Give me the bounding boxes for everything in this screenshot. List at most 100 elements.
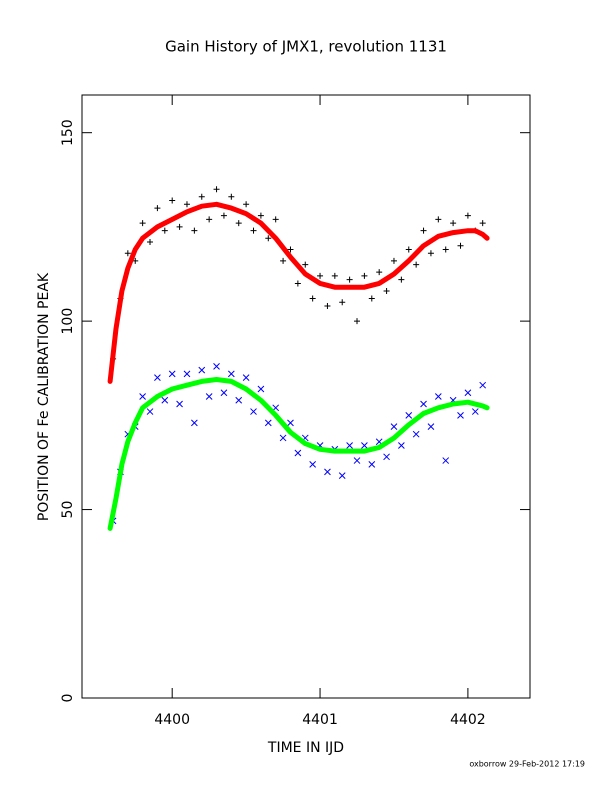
data-point xyxy=(442,246,449,253)
data-point xyxy=(294,449,302,457)
y-axis-label: POSITION OF Fe CALIBRATION PEAK xyxy=(36,272,52,521)
data-point xyxy=(265,235,272,242)
data-point xyxy=(183,201,190,208)
data-point xyxy=(412,430,420,438)
data-point xyxy=(361,442,368,449)
data-point xyxy=(383,453,390,461)
data-point xyxy=(235,396,243,404)
x-tick-label: 4401 xyxy=(302,712,338,728)
data-point xyxy=(457,242,464,249)
fit-line xyxy=(107,201,490,384)
y-tick-label: 50 xyxy=(60,501,76,519)
data-point xyxy=(346,442,353,449)
data-point xyxy=(228,193,235,200)
data-point xyxy=(331,272,338,279)
data-point xyxy=(161,396,169,404)
data-point xyxy=(317,272,324,279)
x-tick-label: 4400 xyxy=(154,712,190,728)
data-point xyxy=(302,261,309,268)
data-point xyxy=(213,186,220,193)
data-point xyxy=(250,227,257,234)
data-point xyxy=(427,423,435,431)
data-point xyxy=(206,216,213,223)
data-point xyxy=(154,374,161,382)
data-point xyxy=(168,370,176,378)
data-point xyxy=(250,408,257,415)
plot-frame xyxy=(81,94,531,699)
x-tick-label: 4402 xyxy=(450,712,486,728)
data-point xyxy=(264,419,272,427)
data-point xyxy=(235,220,242,227)
data-point xyxy=(405,411,413,419)
data-point xyxy=(390,423,398,431)
data-point xyxy=(413,261,420,268)
data-point xyxy=(287,419,294,427)
data-point xyxy=(280,257,287,264)
data-point xyxy=(183,370,191,378)
data-point xyxy=(464,389,472,397)
data-point xyxy=(338,472,346,479)
data-point xyxy=(420,400,427,408)
data-point xyxy=(324,303,331,310)
data-point xyxy=(191,227,198,234)
data-point xyxy=(242,374,250,382)
data-point xyxy=(309,295,316,302)
data-point xyxy=(376,269,383,276)
data-point xyxy=(398,276,405,283)
data-point xyxy=(191,419,198,427)
data-point xyxy=(457,411,464,419)
x-axis-label: TIME IN IJD xyxy=(267,740,344,756)
data-point xyxy=(479,220,486,227)
chart-title: Gain History of JMX1, revolution 1131 xyxy=(165,38,447,56)
data-point xyxy=(154,205,161,212)
data-point xyxy=(309,460,317,468)
y-tick-label: 0 xyxy=(60,694,76,703)
data-point xyxy=(368,295,375,302)
data-point xyxy=(176,223,183,230)
data-point xyxy=(390,257,397,264)
data-point xyxy=(435,216,442,223)
data-point xyxy=(198,193,205,200)
data-point xyxy=(405,246,412,253)
data-point xyxy=(257,385,265,393)
fit-line xyxy=(107,377,490,531)
data-point xyxy=(361,272,368,279)
data-point xyxy=(139,220,146,227)
data-point xyxy=(450,220,457,227)
data-point xyxy=(243,201,250,208)
data-point xyxy=(294,280,301,287)
data-point xyxy=(353,457,361,464)
data-point xyxy=(169,197,176,204)
data-point xyxy=(420,227,427,234)
data-point xyxy=(213,362,220,370)
data-point xyxy=(227,370,235,378)
data-point xyxy=(161,227,168,234)
data-point xyxy=(434,393,442,400)
y-tick-label: 100 xyxy=(60,308,76,335)
data-point xyxy=(205,393,213,400)
data-point xyxy=(324,468,331,476)
data-point xyxy=(464,212,471,219)
data-point xyxy=(146,408,154,415)
data-point xyxy=(442,457,450,464)
data-point xyxy=(124,250,131,257)
data-point xyxy=(471,408,479,415)
data-point xyxy=(257,212,264,219)
data-point xyxy=(220,212,227,219)
data-point xyxy=(339,299,346,306)
data-point xyxy=(198,366,206,374)
y-tick-label: 150 xyxy=(60,119,76,146)
data-point xyxy=(176,400,183,408)
data-point xyxy=(279,434,287,442)
data-point xyxy=(139,393,146,400)
data-point xyxy=(346,276,353,283)
data-point xyxy=(479,381,487,389)
data-point xyxy=(383,287,390,294)
data-point xyxy=(354,318,361,325)
data-point xyxy=(272,216,279,223)
data-point xyxy=(368,460,376,468)
data-point xyxy=(220,389,228,397)
data-point xyxy=(147,238,154,245)
